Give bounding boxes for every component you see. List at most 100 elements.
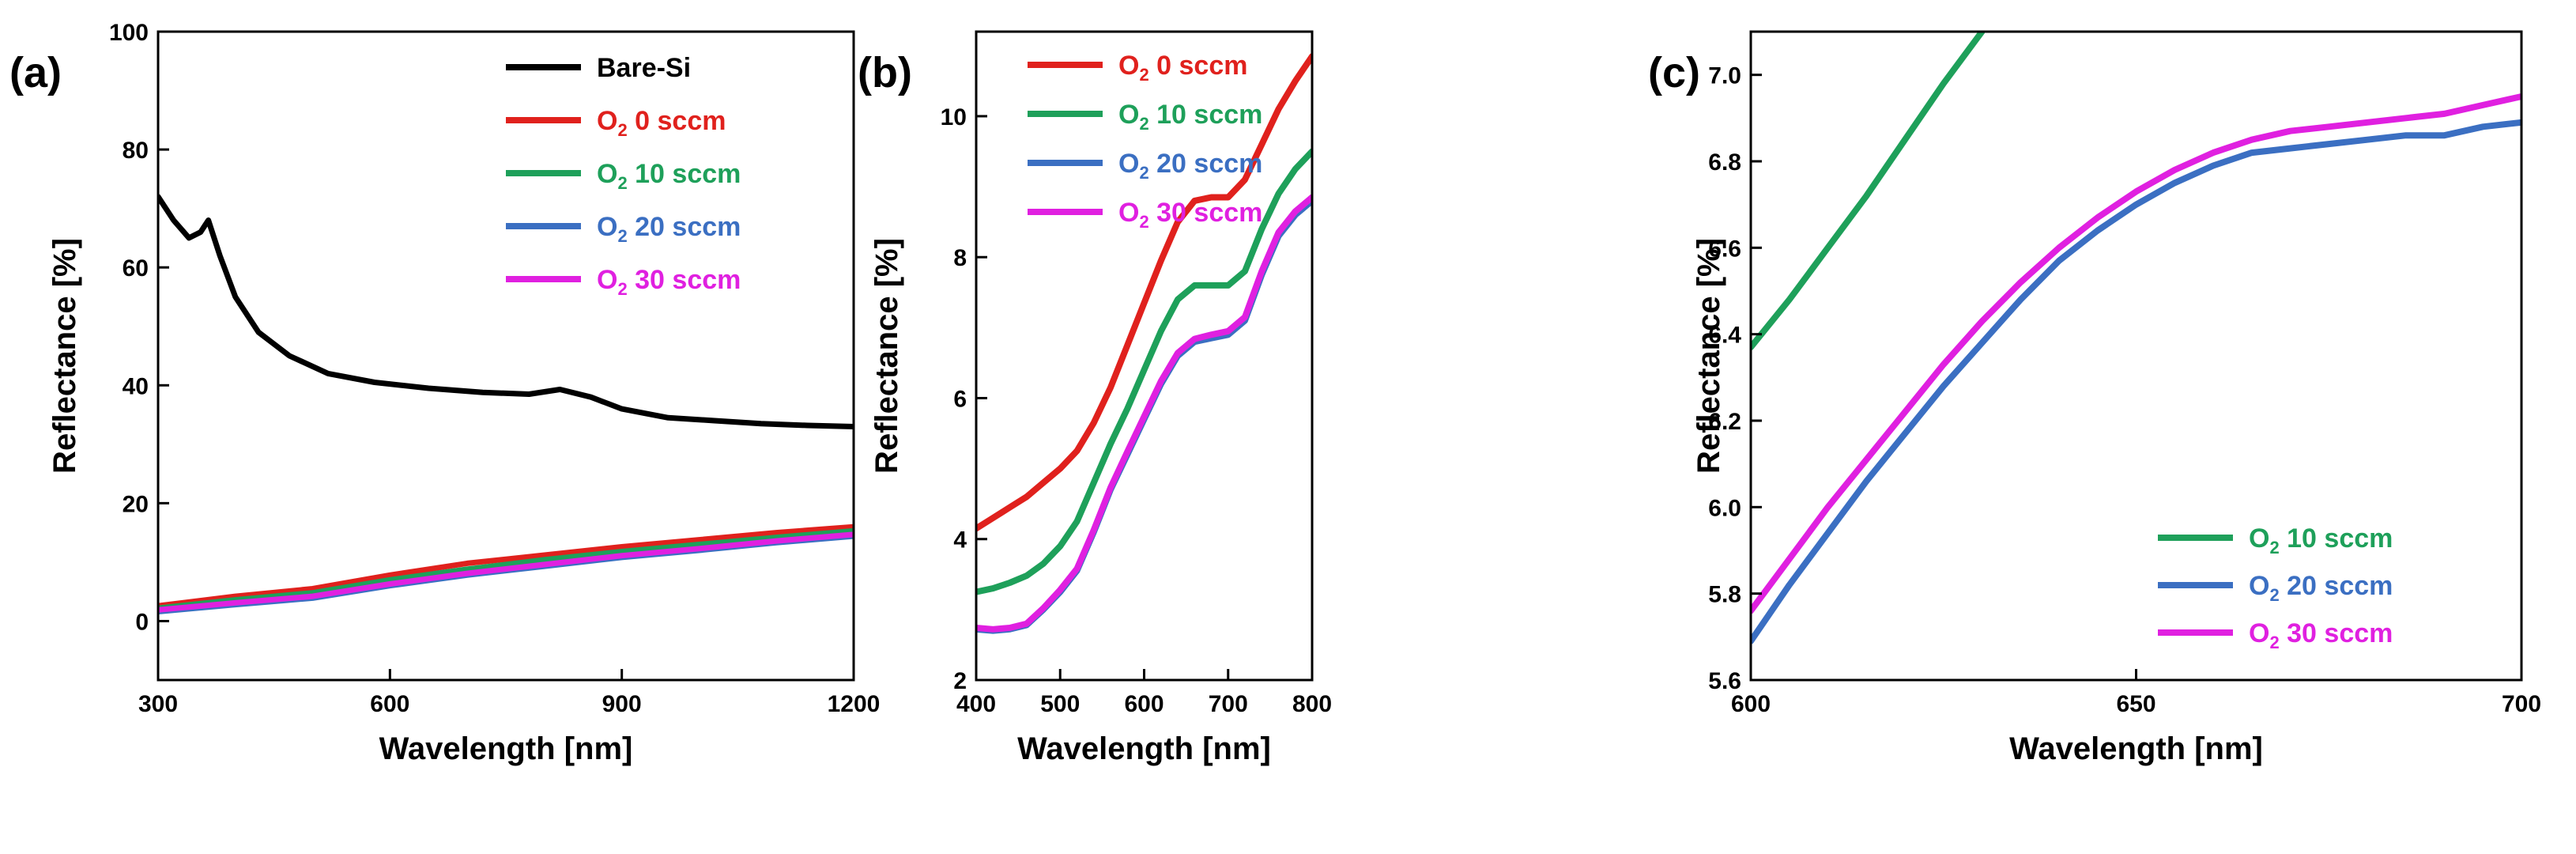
- y-tick-label: 6.4: [1708, 323, 1741, 349]
- series-line-o2-30-sccm: [1751, 93, 2521, 614]
- legend-entry-suffix: 10 sccm: [2280, 523, 2393, 554]
- x-tick-label: 800: [1292, 691, 1332, 717]
- series-line-o2-0-sccm: [158, 523, 854, 609]
- x-tick-label: 700: [1209, 691, 1248, 717]
- legend-entry-main: O: [597, 159, 617, 189]
- legend-entry-main: O: [1118, 198, 1139, 228]
- series-line-o2-30-sccm: [158, 531, 854, 613]
- y-tick-label: 5.8: [1708, 582, 1741, 608]
- y-axis-title: Reflectance [%]: [869, 238, 904, 474]
- panel-label: (c): [1648, 49, 1700, 96]
- y-tick-label: 0: [135, 609, 149, 635]
- x-tick-label: 600: [1124, 691, 1164, 717]
- legend-entry-main: O: [1118, 51, 1139, 81]
- y-tick-label: 2: [953, 668, 967, 694]
- x-axis-title: Wavelength [nm]: [1017, 731, 1271, 766]
- legend-entry-subscript: 2: [1139, 212, 1148, 232]
- y-tick-label: 6.8: [1708, 149, 1741, 176]
- x-tick-label: 400: [956, 691, 996, 717]
- x-axis-title: Wavelength [nm]: [379, 731, 633, 766]
- series-line-o2-30-sccm: [976, 194, 1312, 633]
- legend-entry-subscript: 2: [617, 226, 627, 246]
- legend-entry: O2 10 sccm: [597, 159, 741, 193]
- legend-entry-suffix: 0 sccm: [1149, 51, 1248, 81]
- y-tick-label: 100: [109, 20, 149, 46]
- legend-entry-main: O: [597, 106, 617, 136]
- legend-entry-subscript: 2: [2269, 585, 2279, 605]
- legend-entry-suffix: 20 sccm: [628, 212, 741, 242]
- chart-panel-1: 300 600 900 1200 0 20 40 60 80 100 Wavelength [nm]…: [9, 20, 880, 766]
- x-tick-label: 650: [2116, 691, 2155, 717]
- x-tick-label: 700: [2502, 691, 2541, 717]
- legend-entry: O2 30 sccm: [597, 265, 741, 299]
- x-tick-label: 300: [138, 691, 178, 717]
- x-tick-label: 1200: [828, 691, 881, 717]
- x-tick-label: 900: [602, 691, 642, 717]
- series-line-o2-10-sccm: [158, 527, 854, 611]
- y-tick-label: 6.2: [1708, 409, 1741, 435]
- legend-entry-suffix: 20 sccm: [2280, 571, 2393, 601]
- legend-entry-subscript: 2: [1139, 65, 1148, 85]
- panel-label: (b): [858, 49, 912, 96]
- y-tick-label: 40: [123, 373, 149, 399]
- legend-entry: O2 30 sccm: [2249, 618, 2393, 652]
- legend-entry: Bare-Si: [597, 53, 691, 83]
- legend-entry-subscript: 2: [2269, 538, 2279, 557]
- chart-panel-2: 400 500 600 700 800 2 4 6 8 10 Wavelength [nm] Refl…: [858, 30, 1332, 766]
- legend-entry: O2 30 sccm: [1118, 198, 1262, 232]
- legend-entry-subscript: 2: [1139, 114, 1148, 134]
- legend-entry-subscript: 2: [2269, 633, 2279, 652]
- legend-entry-suffix: 30 sccm: [1149, 198, 1263, 228]
- y-tick-label: 5.6: [1708, 668, 1741, 694]
- legend-entry-suffix: 10 sccm: [628, 159, 741, 189]
- x-tick-label: 600: [370, 691, 409, 717]
- legend-entry-suffix: 30 sccm: [628, 265, 741, 295]
- y-tick-label: 6.6: [1708, 236, 1741, 262]
- legend-entry: O2 20 sccm: [2249, 571, 2393, 605]
- legend-entry-main: O: [1118, 100, 1139, 130]
- y-tick-label: 7.0: [1708, 63, 1741, 89]
- legend-entry: O2 20 sccm: [597, 212, 741, 246]
- legend-entry-main: O: [2249, 571, 2269, 601]
- series-line-o2-10-sccm: [976, 148, 1312, 595]
- chart-panel-3: 600 650 700 5.6 5.8 6.0 6.2 6.4 6.6 6.8 7.0 Wavelen…: [1648, 30, 2541, 766]
- legend-entry: O2 0 sccm: [597, 106, 726, 140]
- y-axis-title: Reflectance [%]: [47, 238, 82, 474]
- y-tick-label: 60: [123, 255, 149, 282]
- y-tick-label: 8: [953, 245, 967, 271]
- y-tick-label: 6: [953, 386, 967, 412]
- legend-entry-suffix: 10 sccm: [1149, 100, 1263, 130]
- series-line-o2-20-sccm: [1751, 119, 2521, 644]
- legend-entry: O2 10 sccm: [1118, 100, 1262, 134]
- legend-entry-suffix: 20 sccm: [1149, 149, 1263, 179]
- plot-frame: [157, 30, 855, 682]
- y-tick-label: 4: [953, 527, 967, 554]
- series-line-bare-si: [158, 194, 854, 429]
- y-tick-label: 80: [123, 138, 149, 164]
- legend-entry-subscript: 2: [617, 279, 627, 299]
- legend-entry-suffix: 30 sccm: [2280, 618, 2393, 648]
- legend-entry-main: O: [2249, 618, 2269, 648]
- x-axis-title: Wavelength [nm]: [2009, 731, 2263, 766]
- y-tick-label: 20: [123, 491, 149, 517]
- legend-entry: O2 0 sccm: [1118, 51, 1247, 85]
- legend-entry: O2 10 sccm: [2249, 523, 2393, 557]
- legend-entry-suffix: 0 sccm: [628, 106, 726, 136]
- legend-entry-subscript: 2: [617, 173, 627, 193]
- series-line-o2-0-sccm: [976, 53, 1312, 532]
- x-tick-label: 600: [1731, 691, 1771, 717]
- legend-entry-subscript: 2: [617, 120, 627, 140]
- y-tick-label: 6.0: [1708, 495, 1741, 521]
- y-axis-title: Reflectance [%]: [1692, 238, 1726, 474]
- y-tick-label: 10: [941, 104, 967, 130]
- x-tick-label: 500: [1040, 691, 1080, 717]
- plot-frame: [1749, 30, 2523, 682]
- legend-entry-main: Bare-Si: [597, 53, 691, 83]
- legend-entry: O2 20 sccm: [1118, 149, 1262, 183]
- legend-entry-main: O: [1118, 149, 1139, 179]
- legend-entry-subscript: 2: [1139, 163, 1148, 183]
